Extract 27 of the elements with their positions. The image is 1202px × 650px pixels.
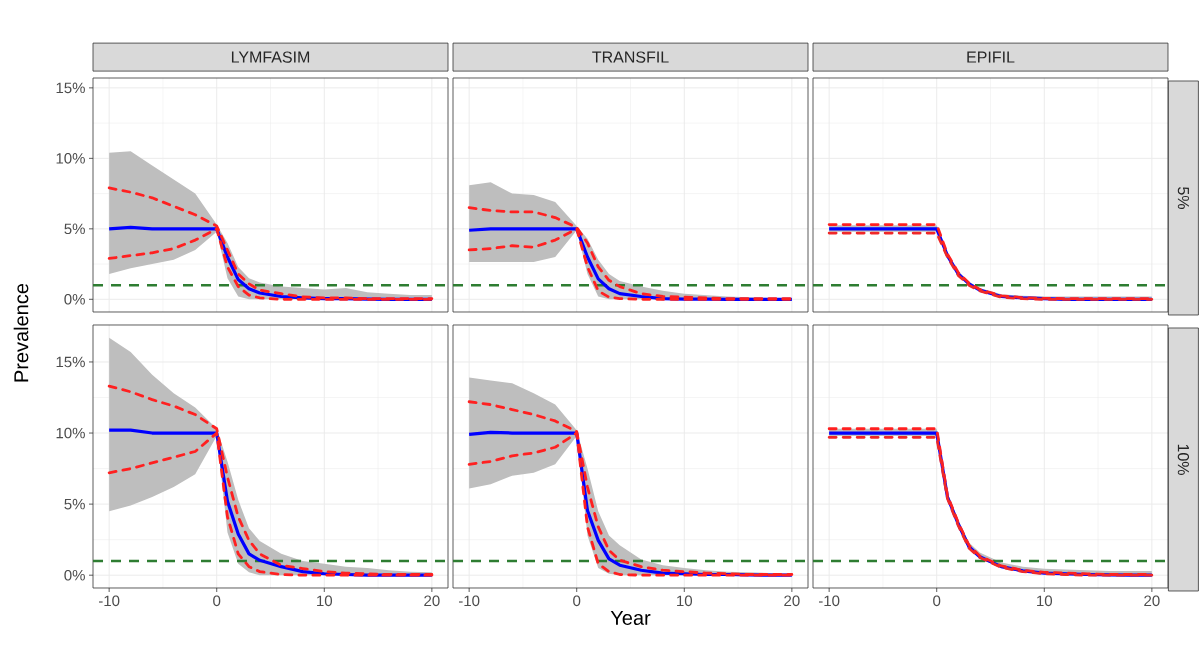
- chart-title: TRANSFIL: [592, 51, 669, 63]
- x-tick-label: 10: [317, 595, 333, 607]
- x-tick-label: 20: [424, 595, 440, 607]
- chart-title: EPIFIL: [967, 51, 1015, 63]
- x-tick-label: -10: [98, 595, 120, 607]
- x-tick-label: 0: [573, 595, 581, 607]
- y2-axis-title: 10%: [1177, 444, 1190, 475]
- x-tick-label: 20: [1144, 595, 1160, 607]
- y-tick-label: 5%: [64, 498, 85, 510]
- x-tick-label: 10: [1037, 595, 1053, 607]
- chart-title: LYMFASIM: [231, 51, 310, 63]
- y-axis-title: Prevalence: [13, 283, 29, 382]
- x-tick-label: -10: [818, 595, 840, 607]
- x-tick-label: 10: [677, 595, 693, 607]
- y-tick-label: 15%: [56, 356, 85, 368]
- y-tick-label: 5%: [64, 223, 85, 235]
- y-tick-label: 10%: [56, 427, 85, 439]
- x-tick-label: 20: [784, 595, 800, 607]
- x-tick-label: 0: [213, 595, 221, 607]
- x-tick-label: 0: [933, 595, 941, 607]
- y-tick-label: 0%: [64, 294, 85, 305]
- y-tick-label: 0%: [64, 569, 85, 581]
- x-axis-title: Year: [610, 611, 651, 625]
- y-tick-label: 10%: [56, 153, 85, 164]
- y-tick-label: 15%: [56, 82, 85, 94]
- y2-axis-title: 5%: [1177, 187, 1190, 209]
- x-tick-label: -10: [458, 595, 480, 607]
